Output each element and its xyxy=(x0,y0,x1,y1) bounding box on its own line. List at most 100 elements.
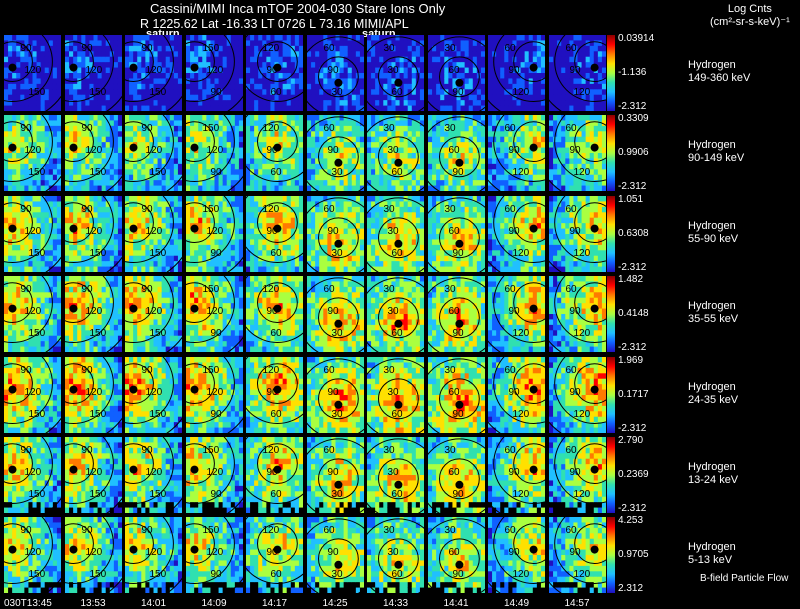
heatmap-cell xyxy=(129,105,134,111)
heatmap-cell xyxy=(76,120,82,127)
heatmap-cell xyxy=(109,40,114,47)
heatmap-cell xyxy=(379,115,384,122)
heatmap-cell xyxy=(411,100,417,107)
heatmap-cell xyxy=(52,40,58,47)
heatmap-cell xyxy=(480,100,485,107)
heatmap-cell xyxy=(197,83,203,90)
heatmap-cell xyxy=(109,266,114,272)
heatmap-cell xyxy=(371,67,376,74)
heatmap-cell xyxy=(133,45,138,52)
heatmap-cell xyxy=(351,185,356,192)
heatmap-cell xyxy=(520,105,526,111)
heatmap-cell xyxy=(560,73,566,79)
heatmap-cell xyxy=(274,180,280,187)
heatmap-cell xyxy=(32,40,38,47)
heatmap-cell xyxy=(101,120,106,127)
heatmap-cell xyxy=(310,164,316,171)
heatmap-cell xyxy=(540,40,545,47)
heatmap-cell xyxy=(8,175,13,182)
heatmap-cell xyxy=(97,175,102,182)
heatmap-cell xyxy=(153,217,159,224)
heatmap-cell xyxy=(113,73,118,79)
heatmap-cell xyxy=(64,266,70,272)
heatmap-cell xyxy=(218,35,223,41)
heatmap-cell xyxy=(371,120,376,127)
heatmap-cell xyxy=(169,158,175,165)
heatmap-cell xyxy=(476,105,481,111)
heatmap-cell xyxy=(435,164,441,171)
heatmap-cell xyxy=(157,94,163,101)
heatmap-cell xyxy=(339,115,344,122)
saturn-marker xyxy=(69,224,77,233)
heatmap-cell xyxy=(230,266,235,272)
heatmap-cell xyxy=(105,137,110,144)
heatmap-cell xyxy=(314,51,320,58)
heatmap-cell xyxy=(407,164,413,171)
heatmap-cell xyxy=(36,73,42,79)
heatmap-cell xyxy=(351,67,356,74)
heatmap-cell xyxy=(117,250,122,257)
heatmap-cell xyxy=(113,120,118,127)
heatmap-cell xyxy=(157,147,163,154)
heatmap-cell xyxy=(64,201,70,208)
heatmap-cell xyxy=(443,120,449,127)
heatmap-cell xyxy=(520,62,526,69)
heatmap-cell xyxy=(460,147,465,154)
heatmap-cell xyxy=(157,51,163,58)
heatmap-cell xyxy=(367,67,372,74)
heatmap-cell xyxy=(153,180,159,187)
heatmap-cell xyxy=(395,115,401,122)
heatmap-cell xyxy=(64,175,70,182)
heatmap-cell xyxy=(512,83,517,90)
heatmap-cell xyxy=(552,83,558,90)
heatmap-cell xyxy=(464,126,469,133)
heatmap-cell xyxy=(585,115,590,122)
heatmap-cell xyxy=(447,131,453,138)
heatmap-cell xyxy=(419,120,424,127)
saturn-marker xyxy=(8,224,17,233)
heatmap-cell xyxy=(556,175,562,182)
heatmap-cell xyxy=(290,175,296,182)
heatmap-cell xyxy=(141,175,146,182)
heatmap-cell xyxy=(585,89,590,96)
heatmap-cell xyxy=(371,35,376,41)
heatmap-cell xyxy=(125,142,130,149)
heatmap-cell xyxy=(56,266,61,272)
heatmap-cell xyxy=(8,233,13,240)
heatmap-cell xyxy=(431,35,437,41)
heatmap-cell xyxy=(238,158,243,165)
heatmap-cell xyxy=(359,175,364,182)
heatmap-cell xyxy=(375,73,380,79)
heatmap-cell xyxy=(347,153,352,160)
heatmap-cell xyxy=(488,175,493,182)
heatmap-cell xyxy=(28,266,33,272)
heatmap-cell xyxy=(330,164,336,171)
heatmap-cell xyxy=(512,40,517,47)
heatmap-cell xyxy=(52,94,58,101)
heatmap-cell xyxy=(28,158,33,165)
heatmap-cell xyxy=(532,185,538,192)
heatmap-cell xyxy=(577,105,582,111)
heatmap-cell xyxy=(516,175,522,182)
heatmap-cell xyxy=(246,40,251,47)
heatmap-cell xyxy=(161,45,167,52)
heatmap-cell xyxy=(335,164,340,171)
heatmap-cell xyxy=(36,164,42,171)
heatmap-cell xyxy=(173,158,179,165)
heatmap-cell xyxy=(593,137,598,144)
heatmap-cell xyxy=(36,201,42,208)
heatmap-cell xyxy=(169,40,175,47)
contour-line xyxy=(317,136,359,178)
heatmap-cell xyxy=(335,131,340,138)
heatmap-cell xyxy=(556,137,562,144)
heatmap-cell xyxy=(270,89,275,96)
heatmap-cell xyxy=(407,40,413,47)
heatmap-cell xyxy=(403,40,409,47)
heatmap-cell xyxy=(351,126,356,133)
heatmap-cell xyxy=(520,45,526,52)
heatmap-cell xyxy=(262,100,267,107)
heatmap-cell xyxy=(36,180,42,187)
heatmap-cell xyxy=(306,56,312,63)
heatmap-cell xyxy=(447,51,453,58)
species-label: Hydrogen 149-360 keV xyxy=(688,59,750,85)
